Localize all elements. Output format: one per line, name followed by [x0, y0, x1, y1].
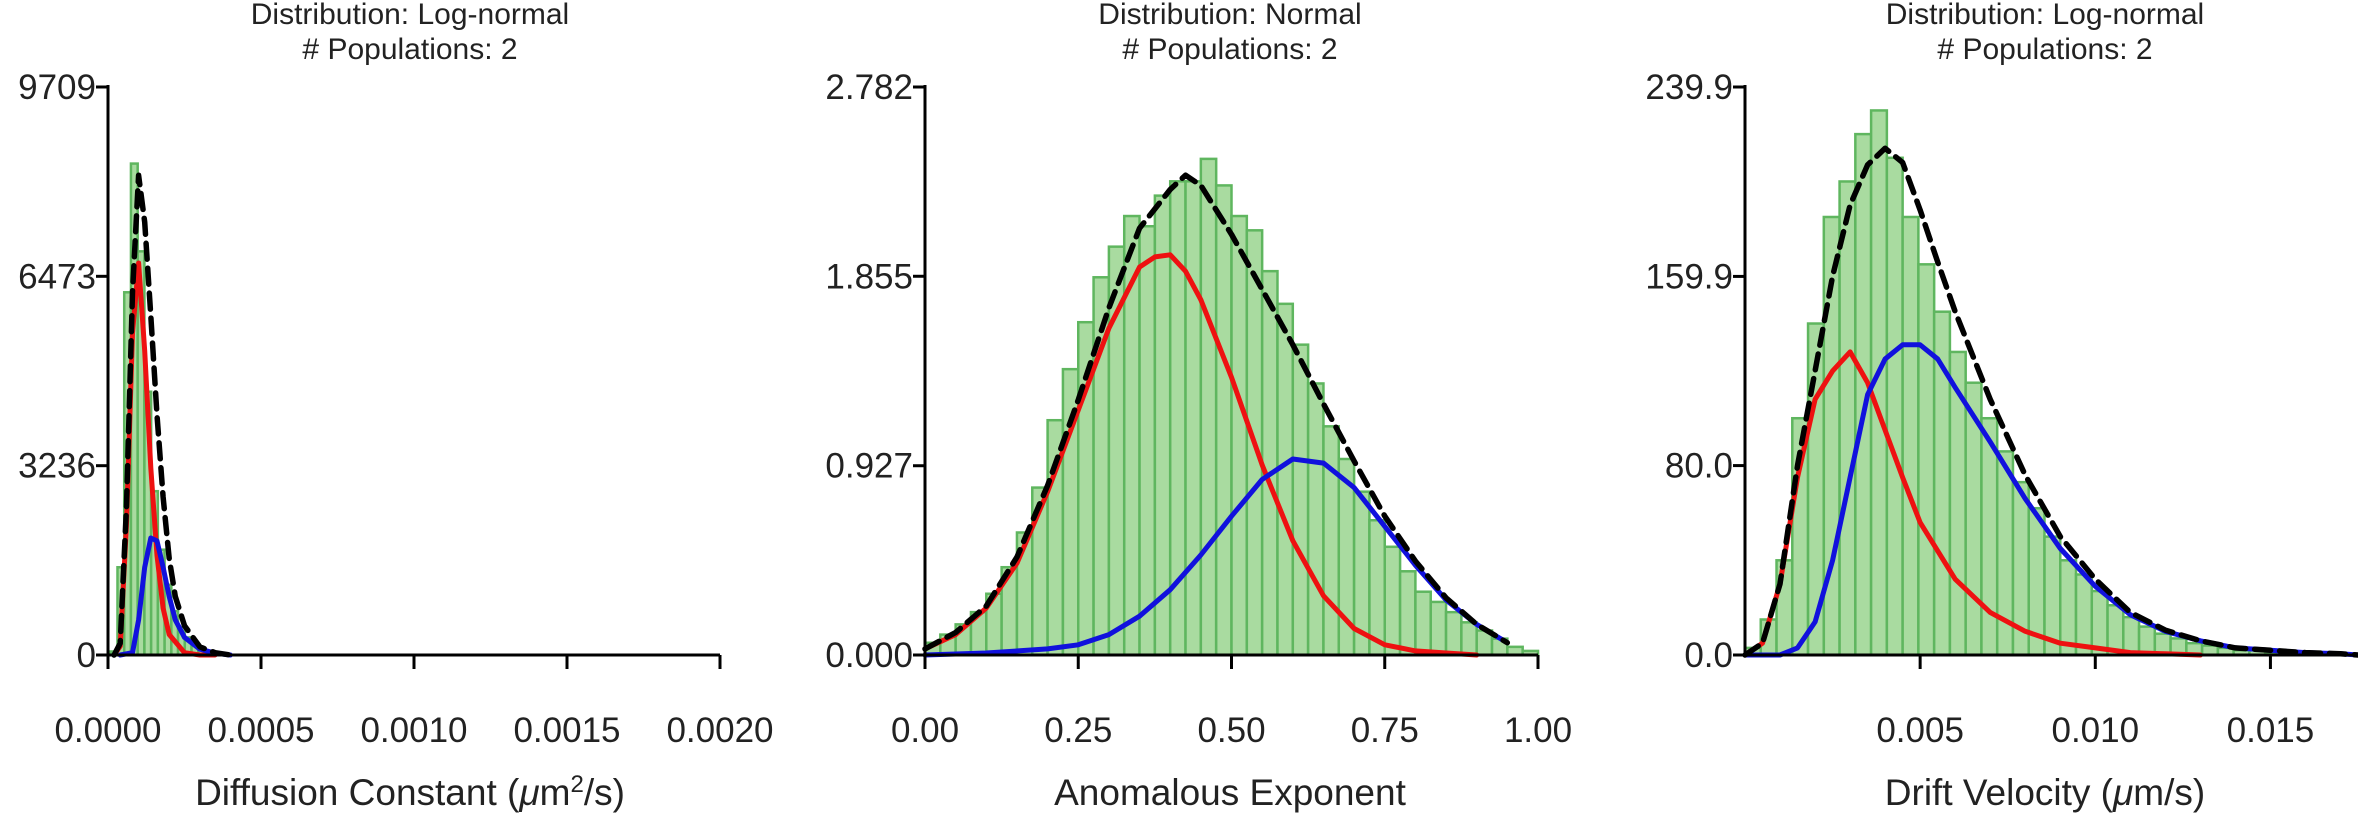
histogram-bar [1306, 382, 1325, 657]
x-tick-label: 0.0005 [207, 711, 314, 750]
histogram-bar [1368, 518, 1387, 657]
x-axis-label-suffix: /s) [584, 772, 625, 813]
histogram-bar [1291, 343, 1310, 657]
histogram-bar [1460, 621, 1478, 657]
y-tick-label: 0.927 [825, 447, 913, 486]
x-axis-label-prefix: Diffusion Constant ( [195, 772, 520, 813]
x-axis-label: Drift Velocity (μm/s) [1885, 772, 2205, 813]
y-tick-label: 3236 [18, 447, 96, 486]
histogram-bar [1184, 180, 1203, 657]
chart-title-line-1: Distribution: Log-normal [1886, 0, 2204, 31]
x-axis-label: Anomalous Exponent [1054, 772, 1406, 813]
y-tick-label: 1.855 [825, 257, 913, 296]
x-tick-label: 0.010 [2051, 711, 2139, 750]
histogram-bar [1885, 156, 1904, 657]
histogram-bar [1901, 215, 1920, 657]
histogram-bar [2074, 573, 2094, 657]
x-axis-label: Diffusion Constant (μm2/s) [195, 771, 625, 814]
chart-title-line-1: Distribution: Normal [1098, 0, 1361, 31]
x-axis-label-prefix: Anomalous Exponent [1054, 772, 1406, 813]
histogram-bar [1322, 425, 1341, 657]
histogram-bar [1444, 610, 1463, 657]
x-tick-label: 0.0010 [360, 711, 467, 750]
x-tick-label: 0.0000 [54, 711, 161, 750]
chart-panel-3: Distribution: Log-normal# Populations: 2… [1645, 0, 2358, 813]
x-tick-label: 0.00 [891, 711, 959, 750]
x-tick-label: 0.25 [1044, 711, 1112, 750]
chart-title-line-2: # Populations: 2 [302, 33, 517, 66]
y-tick-label: 9709 [18, 68, 96, 107]
chart-title-line-2: # Populations: 2 [1937, 33, 2152, 66]
histogram-bar [1230, 214, 1249, 657]
histogram-bar [1429, 600, 1448, 657]
histogram-bar [1138, 224, 1157, 657]
histogram-bar [2059, 559, 2078, 657]
histogram-bar [1214, 184, 1233, 657]
x-axis-label-unit: m [540, 772, 571, 813]
x-axis-label-greek: μ [2112, 772, 2133, 813]
y-tick-label: 0.000 [825, 636, 913, 675]
histogram-bar [1838, 180, 1857, 657]
histogram-bar [1917, 263, 1936, 657]
histogram-bar [1199, 157, 1218, 657]
y-tick-label: 159.9 [1645, 257, 1733, 296]
chart-panel-2: Distribution: Normal# Populations: 2 0.00… [825, 0, 1572, 813]
x-axis-label-greek: μ [518, 772, 539, 813]
x-tick-label: 0.0015 [513, 711, 620, 750]
histogram-bar [1398, 570, 1417, 657]
histogram-bar [1276, 302, 1295, 657]
x-axis-label-prefix: Drift Velocity ( [1885, 772, 2114, 813]
y-tick-label: 0 [77, 636, 96, 675]
histogram-bar [1414, 590, 1432, 657]
histogram-bar [2122, 615, 2141, 657]
fit-curve-total [922, 172, 1511, 652]
chart-title-line-1: Distribution: Log-normal [251, 0, 569, 31]
chart-panel-1: Distribution: Log-normal# Populations: 2… [18, 0, 773, 813]
fit-curve-total [111, 172, 234, 658]
fit-curve-total [1742, 145, 2358, 658]
y-tick-label: 6473 [18, 257, 96, 296]
histogram-bar [1153, 194, 1172, 657]
x-tick-label: 0.005 [1876, 711, 1964, 750]
x-axis-label-sup: 2 [570, 771, 583, 798]
histogram-bar [1383, 545, 1402, 657]
y-tick-label: 0.0 [1684, 636, 1733, 675]
histogram-bar [1260, 269, 1279, 657]
x-tick-label: 1.00 [1504, 711, 1572, 750]
y-tick-label: 80.0 [1665, 447, 1733, 486]
y-tick-label: 2.782 [825, 68, 913, 107]
x-tick-label: 0.015 [2227, 711, 2315, 750]
x-tick-label: 0.0020 [666, 711, 773, 750]
x-tick-label: 0.50 [1197, 711, 1265, 750]
x-tick-label: 0.75 [1351, 711, 1419, 750]
y-tick-label: 239.9 [1645, 68, 1733, 107]
chart-title-line-2: # Populations: 2 [1122, 33, 1337, 66]
x-axis-label-unit: m/s) [2133, 772, 2205, 813]
